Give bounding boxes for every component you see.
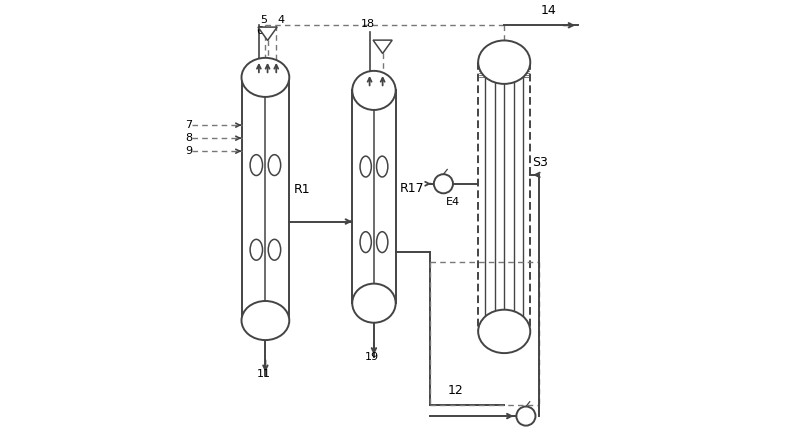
- Circle shape: [434, 174, 453, 193]
- Ellipse shape: [352, 284, 396, 323]
- Ellipse shape: [377, 232, 388, 253]
- Text: 19: 19: [366, 352, 379, 362]
- Ellipse shape: [268, 155, 281, 176]
- Ellipse shape: [352, 71, 396, 110]
- Text: 12: 12: [448, 385, 463, 397]
- Polygon shape: [373, 40, 392, 53]
- Ellipse shape: [360, 232, 371, 253]
- Text: R1: R1: [294, 183, 310, 196]
- Polygon shape: [258, 27, 277, 41]
- Ellipse shape: [377, 156, 388, 177]
- Text: 5: 5: [260, 15, 266, 25]
- Text: R17: R17: [400, 182, 425, 195]
- Circle shape: [516, 406, 535, 426]
- Ellipse shape: [242, 301, 290, 340]
- Text: 7: 7: [185, 120, 192, 130]
- Ellipse shape: [250, 239, 262, 260]
- Text: 18: 18: [361, 19, 375, 29]
- Text: E4: E4: [446, 198, 460, 208]
- Text: 14: 14: [541, 4, 557, 17]
- Text: 8: 8: [185, 133, 192, 143]
- Text: 11: 11: [257, 369, 270, 379]
- Text: S3: S3: [533, 156, 548, 169]
- Ellipse shape: [242, 58, 290, 97]
- Text: 4: 4: [278, 15, 285, 25]
- Ellipse shape: [250, 155, 262, 176]
- Text: 9: 9: [185, 146, 192, 156]
- Ellipse shape: [478, 310, 530, 353]
- Ellipse shape: [268, 239, 281, 260]
- Text: 6: 6: [257, 26, 264, 36]
- Ellipse shape: [360, 156, 371, 177]
- Ellipse shape: [478, 41, 530, 84]
